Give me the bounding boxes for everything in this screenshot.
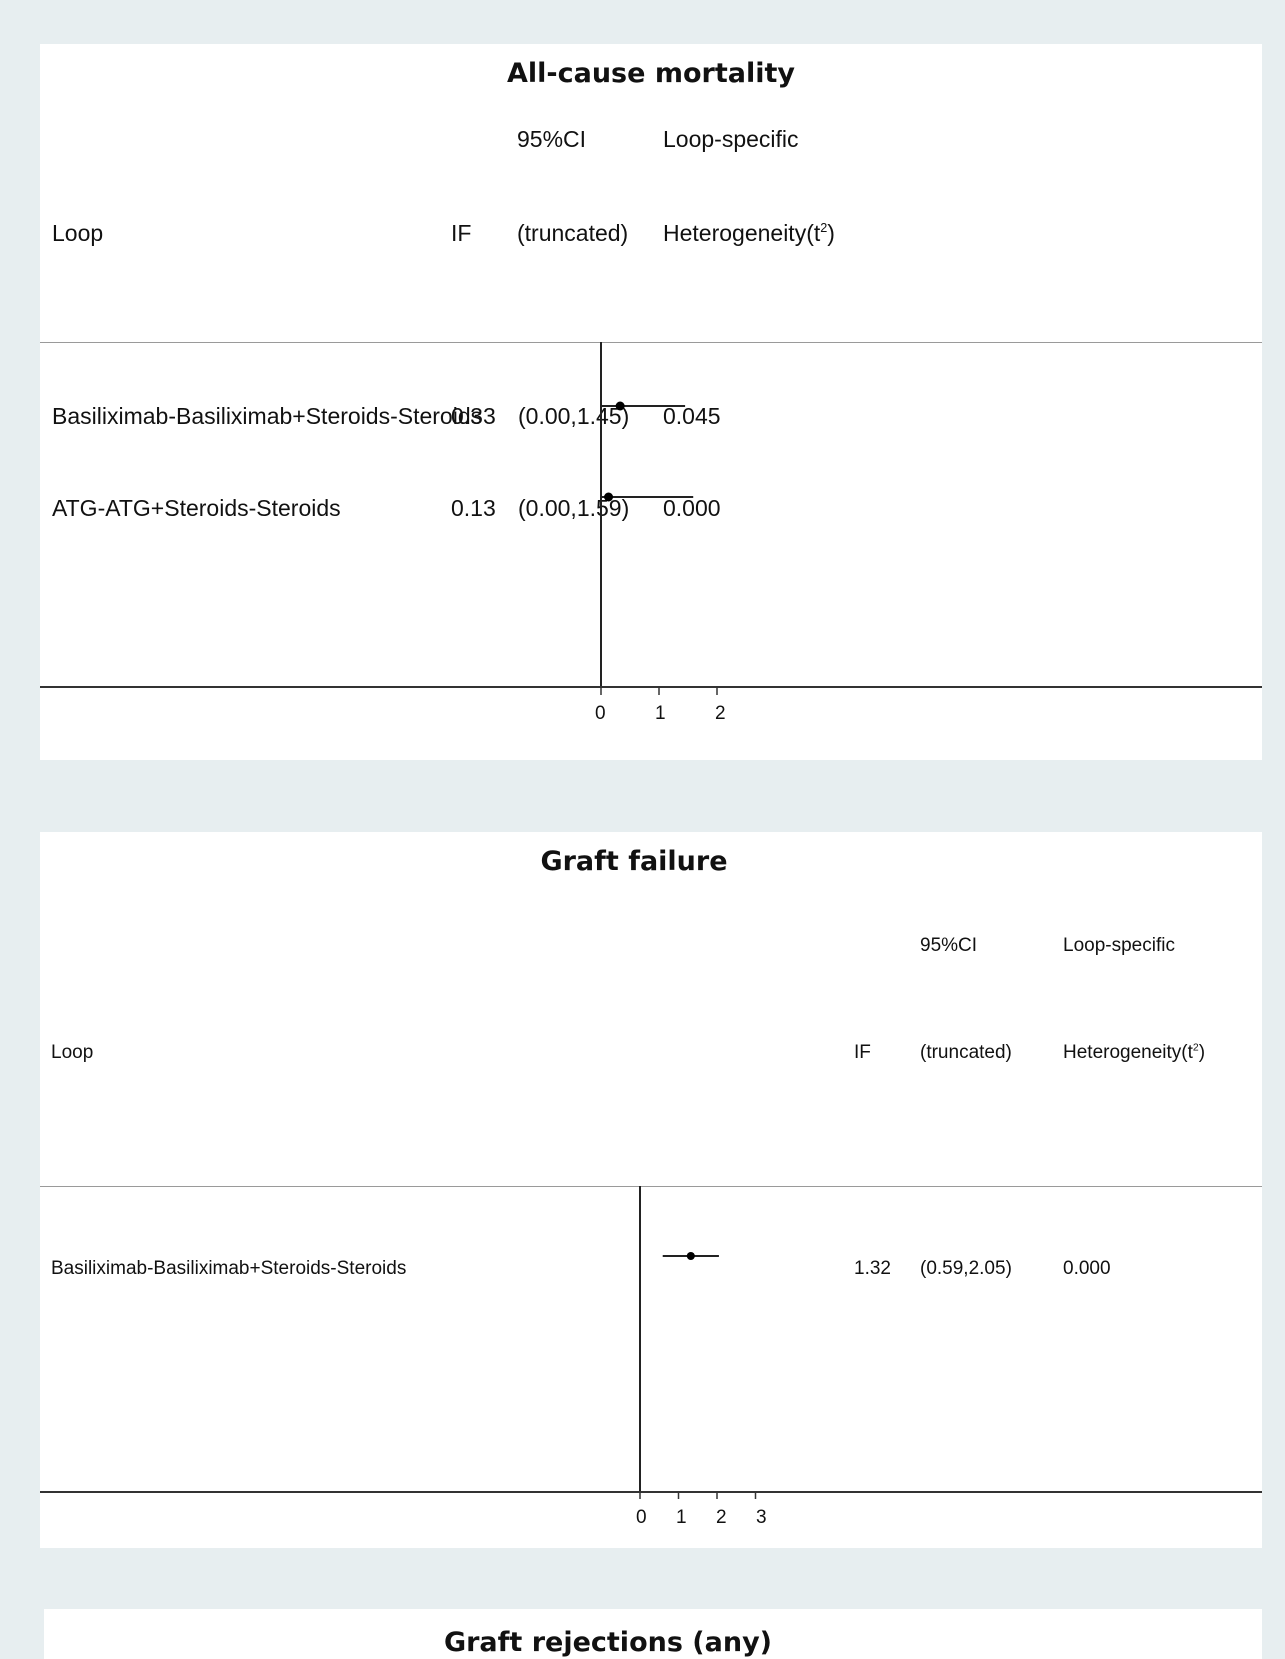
- ci-header-top: 95%CI: [517, 126, 587, 152]
- heterogeneity-value: 0.000: [1063, 1258, 1111, 1279]
- panel-title: Graft failure: [540, 846, 728, 877]
- if-header: IF: [451, 220, 472, 246]
- x-axis: [40, 1491, 1262, 1493]
- loop-label: Basiliximab-Basiliximab+Steroids-Steroid…: [51, 1258, 407, 1279]
- heterogeneity-close-paren: ): [1198, 1042, 1206, 1063]
- if-value: 0.13: [451, 495, 496, 521]
- x-tick-label: 0: [595, 703, 606, 724]
- panel-title: Graft rejections (any): [443, 1627, 773, 1658]
- heterogeneity-label: Heterogeneity(t: [663, 220, 821, 246]
- loop-header: Loop: [51, 1042, 94, 1063]
- forest-panel-all-cause-mortality: All-cause mortality 95%CI Loop-specific …: [40, 44, 1262, 760]
- point-estimate-marker: [686, 1252, 695, 1260]
- heterogeneity-value: 0.045: [663, 403, 721, 429]
- panel-title: All-cause mortality: [507, 58, 795, 89]
- point-estimate-marker: [604, 492, 614, 502]
- if-header: IF: [854, 1042, 871, 1063]
- heterogeneity-close-paren: ): [827, 220, 835, 246]
- x-tick-label: 2: [715, 703, 726, 724]
- heterogeneity-value: 0.000: [663, 495, 721, 521]
- header-separator: [40, 342, 1262, 343]
- heterogeneity-superscript: 2: [820, 221, 828, 236]
- heterogeneity-header-top: Loop-specific: [663, 126, 799, 152]
- loop-label: Basiliximab-Basiliximab+Steroids-Steroid…: [52, 403, 483, 429]
- x-axis: [40, 686, 1262, 688]
- ci-header-bottom: (truncated): [920, 1042, 1012, 1063]
- loop-header: Loop: [52, 220, 104, 246]
- if-value: 1.32: [854, 1258, 891, 1279]
- forest-panel-graft-failure: Graft failure 95%CI Loop-specific Loop I…: [40, 832, 1262, 1548]
- if-value: 0.33: [451, 403, 496, 429]
- ci-header-bottom: (truncated): [517, 220, 629, 246]
- x-tick-label: 0: [636, 1507, 647, 1528]
- heterogeneity-header-bottom: Heterogeneity(t2): [663, 222, 835, 245]
- heterogeneity-header-top: Loop-specific: [1063, 935, 1175, 956]
- forest-plot-area: [600, 342, 718, 695]
- heterogeneity-label: Heterogeneity(t: [1063, 1042, 1193, 1063]
- x-tick-label: 3: [756, 1507, 767, 1528]
- point-estimate-marker: [615, 401, 625, 411]
- header-separator: [40, 1186, 1262, 1187]
- loop-label: ATG-ATG+Steroids-Steroids: [52, 495, 341, 521]
- forest-panel-graft-rejections: Graft rejections (any): [44, 1609, 1262, 1659]
- heterogeneity-header-bottom: Heterogeneity(t2): [1063, 1043, 1205, 1062]
- forest-plot-area: [639, 1186, 757, 1499]
- x-tick-label: 2: [716, 1507, 727, 1528]
- ci-value: (0.59,2.05): [920, 1258, 1012, 1279]
- x-tick-label: 1: [676, 1507, 687, 1528]
- heterogeneity-superscript: 2: [1192, 1042, 1199, 1054]
- ci-header-top: 95%CI: [920, 935, 978, 956]
- x-tick-label: 1: [655, 703, 666, 724]
